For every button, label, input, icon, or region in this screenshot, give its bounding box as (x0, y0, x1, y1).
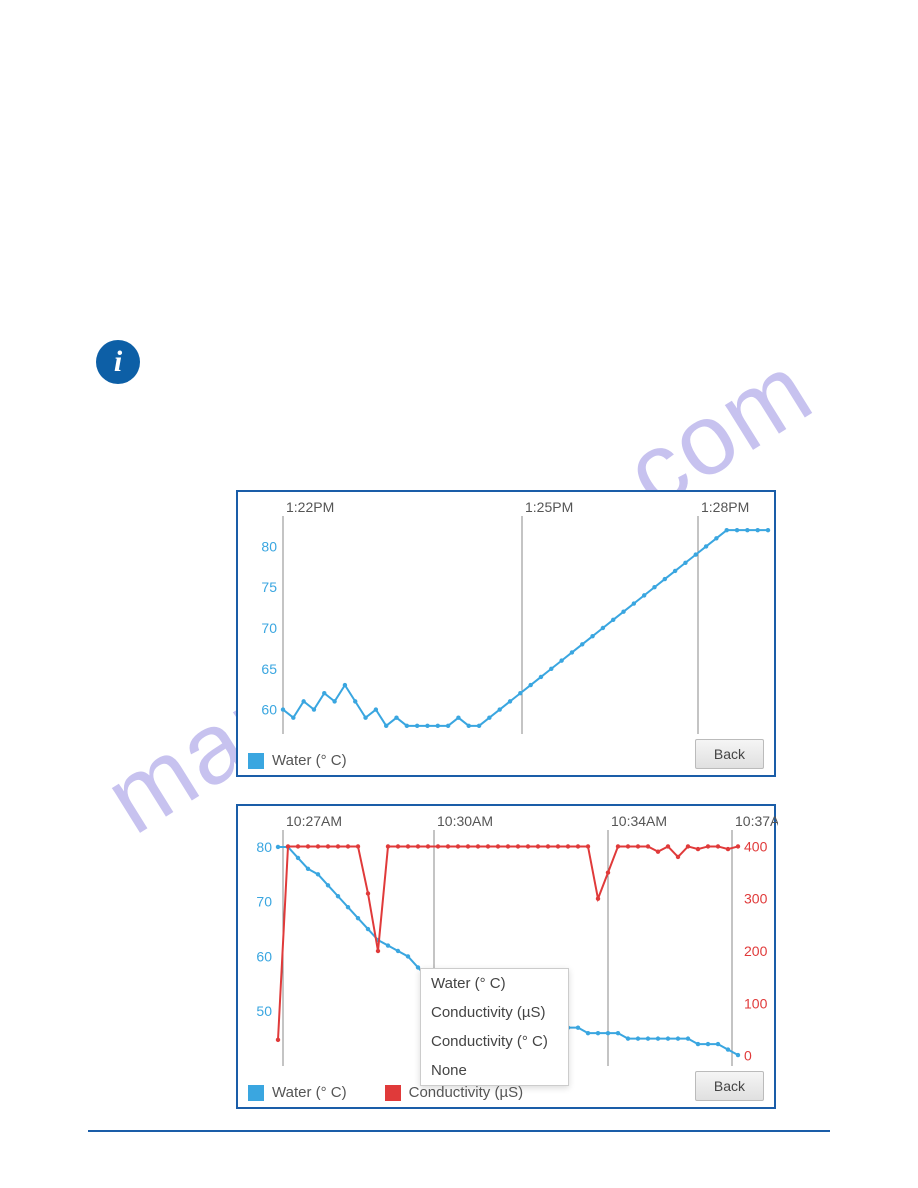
dropdown-option[interactable]: Conductivity (° C) (421, 1027, 568, 1056)
series-dropdown[interactable]: Water (° C)Conductivity (µS)Conductivity… (420, 968, 569, 1086)
svg-text:0: 0 (744, 1048, 752, 1064)
back-button[interactable]: Back (695, 1071, 764, 1101)
legend-swatch (385, 1085, 401, 1101)
chart2-legend-row: Water (° C) Conductivity (µS) Back (238, 1078, 774, 1107)
svg-text:100: 100 (744, 995, 768, 1011)
svg-text:10:34AM: 10:34AM (611, 813, 667, 829)
svg-text:300: 300 (744, 891, 768, 907)
chart1-plot: 1:22PM 1:25PM 1:28PM 60 65 70 75 80 (238, 492, 778, 746)
svg-text:70: 70 (261, 620, 277, 636)
dropdown-option[interactable]: Water (° C) (421, 969, 568, 998)
dropdown-option[interactable]: Conductivity (µS) (421, 998, 568, 1027)
legend-label: Water (° C) (272, 752, 347, 769)
svg-text:50: 50 (256, 1003, 272, 1019)
legend-swatch (248, 753, 264, 769)
svg-text:10:30AM: 10:30AM (437, 813, 493, 829)
chart-water-conductivity: 10:27AM 10:30AM 10:34AM 10:37AM 50 60 70 80 0 100… (236, 804, 776, 1109)
svg-text:80: 80 (261, 538, 277, 554)
legend-water[interactable]: Water (° C) (248, 1084, 347, 1101)
svg-text:400: 400 (744, 838, 768, 854)
legend-water[interactable]: Water (° C) (248, 752, 347, 769)
back-button[interactable]: Back (695, 739, 764, 769)
svg-text:1:22PM: 1:22PM (286, 499, 334, 515)
svg-text:10:27AM: 10:27AM (286, 813, 342, 829)
svg-text:70: 70 (256, 894, 272, 910)
svg-text:60: 60 (256, 948, 272, 964)
info-icon: i (96, 340, 140, 384)
svg-text:1:25PM: 1:25PM (525, 499, 573, 515)
svg-text:80: 80 (256, 839, 272, 855)
legend-conductivity[interactable]: Conductivity (µS) (385, 1084, 524, 1101)
svg-text:10:37AM: 10:37AM (735, 813, 778, 829)
svg-text:1:28PM: 1:28PM (701, 499, 749, 515)
svg-text:65: 65 (261, 661, 277, 677)
legend-swatch (248, 1085, 264, 1101)
svg-text:75: 75 (261, 579, 277, 595)
chart1-legend-row: Water (° C) Back (238, 746, 774, 775)
svg-text:60: 60 (261, 702, 277, 718)
chart-water-temp: 1:22PM 1:25PM 1:28PM 60 65 70 75 80 Water (° C)… (236, 490, 776, 777)
legend-label: Conductivity (µS) (409, 1084, 524, 1101)
legend-label: Water (° C) (272, 1084, 347, 1101)
divider (88, 1130, 830, 1132)
svg-text:200: 200 (744, 943, 768, 959)
